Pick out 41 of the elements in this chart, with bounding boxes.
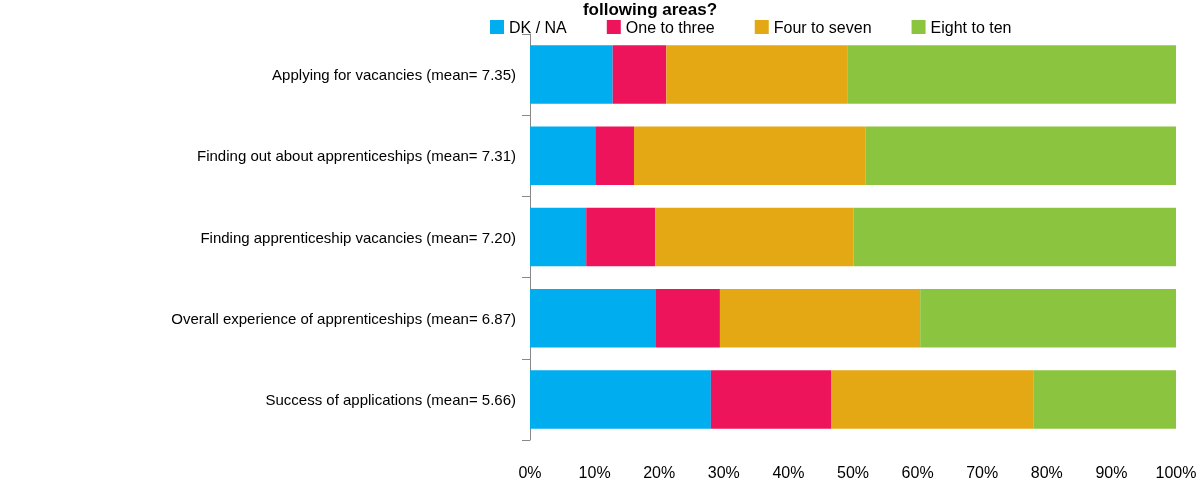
y-tick-label: Applying for vacancies (mean= 7.35) <box>272 66 516 84</box>
x-tick-label: 90% <box>1095 463 1128 481</box>
bar <box>853 207 1176 267</box>
bar <box>865 126 1176 186</box>
legend-label: Four to seven <box>773 18 872 36</box>
y-tick-label: Success of applications (mean= 5.66) <box>265 390 516 408</box>
x-tick-label: 100% <box>1155 463 1197 481</box>
x-tick-label: 0% <box>518 463 542 481</box>
bar <box>530 207 587 267</box>
bar <box>831 370 1034 429</box>
bar <box>530 126 596 186</box>
x-tick-label: 30% <box>707 463 740 481</box>
x-tick-label: 70% <box>966 463 999 481</box>
bar <box>666 45 848 104</box>
x-tick-label: 10% <box>578 463 611 481</box>
y-tick-label: Finding out about apprenticeships (mean= 7.31) <box>197 147 516 165</box>
x-tick-label: 40% <box>772 463 805 481</box>
legend-label: DK / NA <box>509 18 568 36</box>
x-tick-label: 80% <box>1030 463 1063 481</box>
bar <box>1033 370 1176 429</box>
x-tick-label: 50% <box>836 463 870 481</box>
bar <box>847 45 1176 104</box>
bar <box>530 288 656 348</box>
bar <box>710 370 832 429</box>
x-tick-label: 20% <box>643 463 676 481</box>
legend-label: One to three <box>625 18 715 36</box>
bar <box>530 45 613 104</box>
legend-label: Eight to ten <box>930 18 1012 36</box>
y-tick-label: Overall experience of apprenticeships (mean= 6.87) <box>171 309 516 327</box>
x-tick-label: 60% <box>901 463 934 481</box>
chart-title: following areas? <box>582 0 718 19</box>
bar <box>655 288 720 348</box>
bar <box>634 126 866 186</box>
bar <box>920 288 1176 348</box>
bar <box>530 370 711 429</box>
bar <box>595 126 635 186</box>
bar <box>719 288 921 348</box>
bar <box>655 207 854 267</box>
bar <box>612 45 667 104</box>
bar <box>586 207 656 267</box>
y-tick-label: Finding apprenticeship vacancies (mean= 7.20) <box>200 228 516 246</box>
